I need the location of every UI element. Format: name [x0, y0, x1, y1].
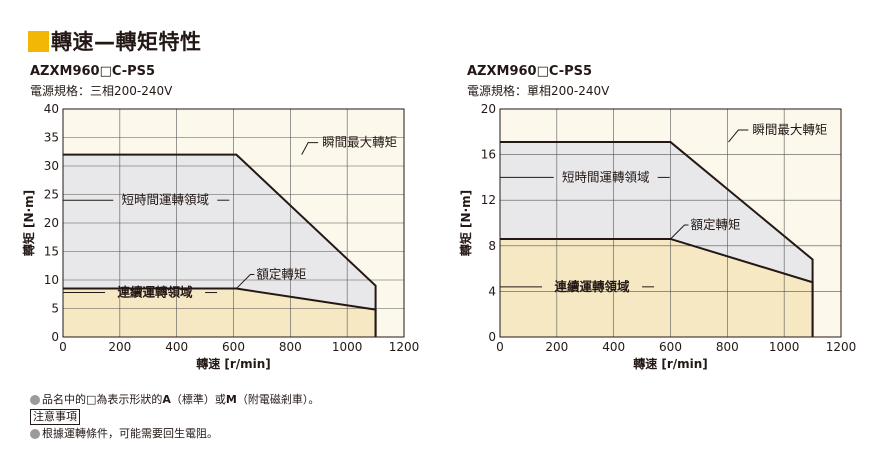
- chart1-y-tick-label: 35: [44, 131, 59, 145]
- note1-brake: （附電磁剎車）。: [236, 393, 320, 406]
- chart1-peak-leader: [301, 142, 319, 155]
- note1-standard: （標準）或: [170, 393, 226, 406]
- bullet-icon: [30, 428, 40, 439]
- note2-text: 根據運轉條件，可能需要回生電阻。: [42, 427, 218, 440]
- chart2-x-tick-label: 1000: [769, 340, 800, 354]
- chart1-x-tick-label: 800: [279, 340, 302, 354]
- chart2-short-region-label: 短時間運轉領域: [562, 169, 650, 184]
- note1-code-m: M: [225, 393, 237, 406]
- chart1-y-tick-label: 5: [51, 302, 59, 316]
- chart1-x-tick-label: 600: [222, 340, 245, 354]
- chart1-y-tick-label: 40: [44, 102, 59, 116]
- note-model-naming: 品名中的□為表示形狀的 A （標準）或 M （附電磁剎車）。: [30, 391, 319, 408]
- chart1-power-spec: 電源規格：三相200-240V: [30, 84, 173, 98]
- note1-code-a: A: [162, 393, 171, 406]
- chart2-y-tick-label: 0: [488, 330, 496, 344]
- chart1-peak-label: 瞬間最大轉矩: [322, 135, 397, 150]
- heading-title: 轉速—轉矩特性: [51, 30, 202, 54]
- chart1-short-region-label: 短時間運轉領域: [122, 192, 210, 207]
- chart2-frame: [499, 108, 842, 338]
- chart1-model: AZXM960□C-PS5: [30, 64, 156, 79]
- chart2-x-tick-label: 200: [545, 340, 568, 354]
- notes: 品名中的□為表示形狀的 A （標準）或 M （附電磁剎車）。 注意事項 根據運轉…: [30, 391, 319, 442]
- chart2-continuous-region: [500, 238, 813, 337]
- chart1-x-axis-label: 轉速 [r/min]: [196, 356, 271, 371]
- chart2-y-tick-label: 16: [481, 148, 496, 162]
- chart1-continuous-region-label: 連續運轉領域: [118, 285, 194, 300]
- caution-line: 注意事項: [30, 409, 319, 425]
- chart2-peak-label: 瞬間最大轉矩: [752, 122, 827, 137]
- chart2-rated-label: 額定轉矩: [691, 217, 741, 232]
- chart1-y-tick-label: 25: [44, 188, 59, 202]
- chart1-x-tick-label: 400: [165, 340, 188, 354]
- chart2-x-tick-label: 1200: [826, 340, 857, 354]
- chart1-y-tick-label: 10: [44, 273, 59, 287]
- chart1-frame: [62, 108, 405, 338]
- chart2-power-spec: 電源規格：單相200-240V: [467, 84, 610, 98]
- chart2-rated-leader: [670, 224, 689, 240]
- chart2-peak-leader: [728, 129, 749, 143]
- chart1-continuous-region: [63, 288, 376, 337]
- chart1-y-axis-label: 轉矩 [N·m]: [21, 190, 36, 256]
- section-heading: 轉速—轉矩特性: [28, 26, 202, 56]
- chart2-x-tick-label: 600: [659, 340, 682, 354]
- chart2-y-tick-label: 8: [488, 239, 496, 253]
- note1-text: 品名中的□為表示形狀的: [42, 393, 163, 406]
- chart1-x-tick-label: 200: [108, 340, 131, 354]
- chart1-y-tick-label: 20: [44, 216, 59, 230]
- chart2-rated-torque-line: [500, 237, 814, 337]
- chart1-x-tick-label: 1200: [389, 340, 420, 354]
- chart1-rated-label: 額定轉矩: [256, 267, 306, 282]
- chart2-x-axis-label: 轉速 [r/min]: [633, 356, 708, 371]
- chart1-y-tick-label: 30: [44, 159, 59, 173]
- chart2-x-tick-label: 400: [602, 340, 625, 354]
- chart1-x-tick-label: 1000: [332, 340, 363, 354]
- heading-marker: [28, 30, 49, 52]
- chart1-y-tick-label: 0: [51, 330, 59, 344]
- note-regen: 根據運轉條件，可能需要回生電阻。: [30, 425, 319, 442]
- chart2-continuous-region-label: 連續運轉領域: [555, 279, 631, 294]
- bullet-icon: [30, 394, 40, 405]
- chart2-y-tick-label: 4: [488, 284, 496, 298]
- chart1-rated-torque-line: [63, 287, 377, 337]
- chart2-y-tick-label: 12: [481, 193, 496, 207]
- caution-label: 注意事項: [30, 409, 80, 425]
- chart2-x-tick-label: 0: [496, 340, 504, 354]
- chart1-rated-leader: [235, 274, 255, 289]
- chart1-x-tick-label: 0: [59, 340, 67, 354]
- chart2-x-tick-label: 800: [716, 340, 739, 354]
- chart2-y-axis-label: 轉矩 [N·m]: [458, 190, 473, 256]
- chart2-model: AZXM960□C-PS5: [467, 64, 593, 79]
- chart1-y-tick-label: 15: [44, 245, 59, 259]
- chart2-y-tick-label: 20: [481, 102, 496, 116]
